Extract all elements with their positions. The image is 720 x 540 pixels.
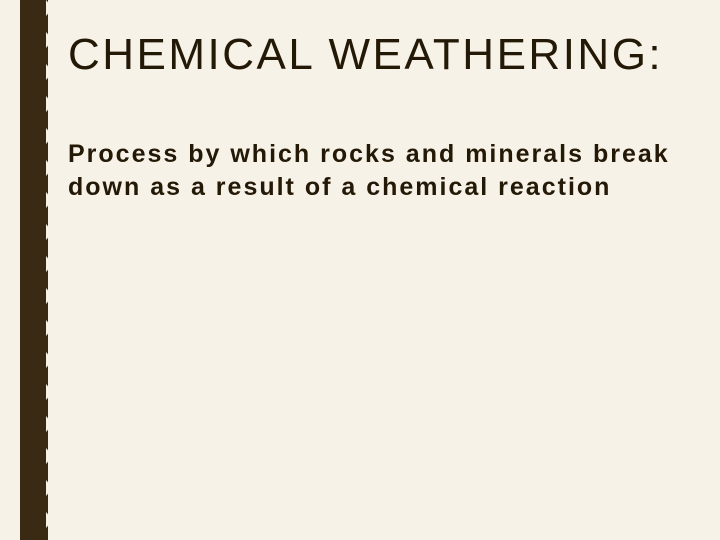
accent-bar — [20, 0, 48, 540]
wavy-edge — [46, 0, 61, 540]
slide-title: CHEMICAL WEATHERING: — [68, 30, 700, 80]
slide-body: Process by which rocks and minerals brea… — [68, 138, 700, 203]
slide-content: CHEMICAL WEATHERING: Process by which ro… — [68, 30, 700, 203]
